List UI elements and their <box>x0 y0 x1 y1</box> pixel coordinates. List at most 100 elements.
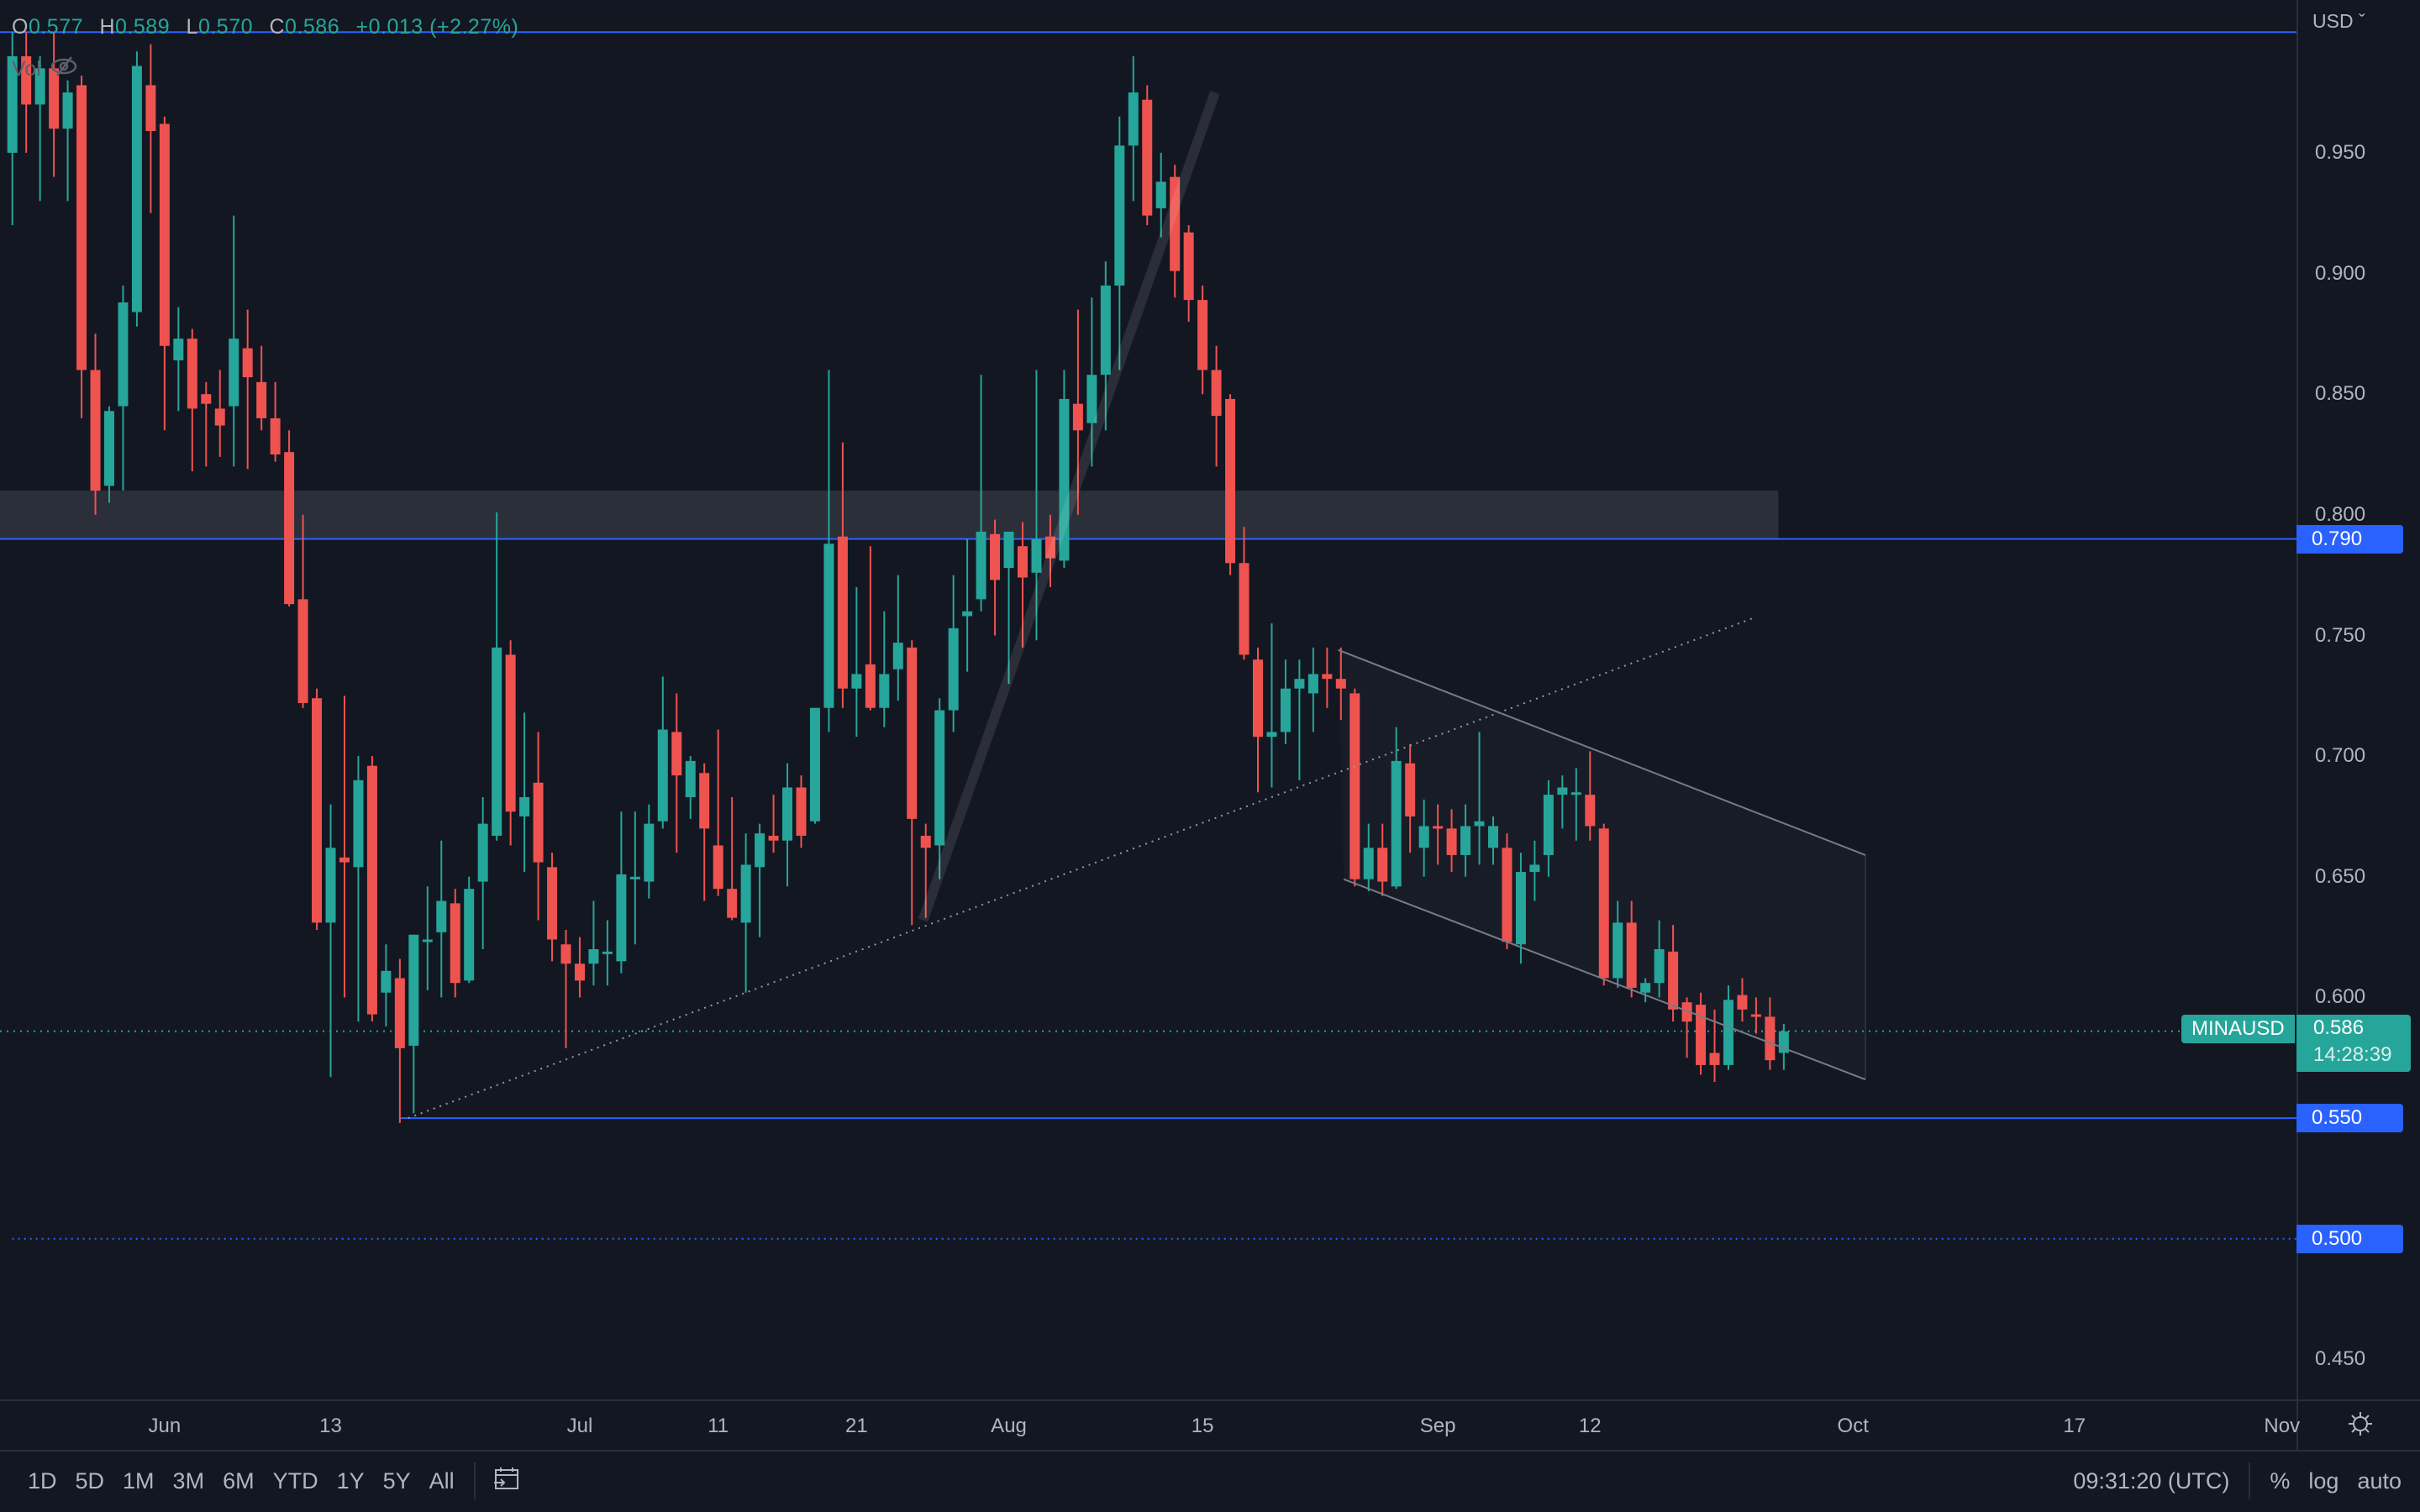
volume-indicator[interactable]: Vol <box>12 55 78 83</box>
candle-body <box>1696 1005 1707 1065</box>
range-button-1m[interactable]: 1M <box>123 1467 155 1494</box>
candle <box>1765 997 1776 1070</box>
candle-body <box>173 339 184 360</box>
candle <box>284 430 295 607</box>
time-tick: Sep <box>1419 1415 1456 1437</box>
candle-body <box>1515 872 1526 945</box>
candle <box>366 756 377 1022</box>
range-button-all[interactable]: All <box>429 1467 455 1494</box>
current-price: 0.586 <box>2313 1016 2365 1039</box>
range-button-ytd[interactable]: YTD <box>272 1467 318 1494</box>
currency-dropdown[interactable]: USD ˇ <box>2312 10 2365 33</box>
chevron-down-icon: ˇ <box>2358 10 2365 32</box>
candle <box>629 811 640 945</box>
candle-body <box>1307 674 1318 694</box>
low-label: L <box>186 15 198 39</box>
candle <box>90 333 101 515</box>
candle-body <box>242 348 253 378</box>
candle <box>1349 688 1360 887</box>
change-value: +0.013 (+2.27%) <box>355 15 519 39</box>
candle <box>560 930 571 1048</box>
candle <box>740 833 751 993</box>
candle-body <box>879 674 890 708</box>
candle <box>755 823 765 937</box>
candle-body <box>312 698 323 923</box>
range-button-1y[interactable]: 1Y <box>336 1467 365 1494</box>
impulse-line <box>918 91 1220 922</box>
log-scale-toggle[interactable]: log <box>2308 1467 2339 1494</box>
candle-body <box>49 68 60 129</box>
candle-body <box>671 732 682 776</box>
candle-body <box>1391 760 1402 887</box>
price-tick: 0.800 <box>2315 502 2366 526</box>
candle-body <box>865 664 876 708</box>
candle-body <box>1737 995 1748 1010</box>
candle <box>823 370 834 732</box>
gear-icon <box>2347 1410 2374 1441</box>
time-tick: Jul <box>566 1415 593 1437</box>
candle <box>118 285 129 491</box>
candle <box>34 55 45 202</box>
candle-body <box>1557 787 1568 795</box>
candle-body <box>1709 1053 1720 1065</box>
range-button-5d[interactable]: 5D <box>75 1467 105 1494</box>
candle <box>1170 165 1181 298</box>
chart-settings-button[interactable] <box>2296 1401 2420 1450</box>
candle <box>62 80 73 202</box>
candle-body <box>547 867 558 940</box>
candle-body <box>62 92 73 129</box>
candle <box>1128 55 1139 202</box>
candle <box>477 796 488 949</box>
open-label: O <box>12 15 29 39</box>
candle-body <box>602 951 613 954</box>
time-tick: 12 <box>1578 1415 1602 1437</box>
candle-body <box>796 787 807 836</box>
time-tick: 13 <box>319 1415 342 1437</box>
candle-body <box>118 302 129 407</box>
candle-body <box>325 848 336 923</box>
date-range-button[interactable] <box>486 1466 528 1497</box>
volume-label: Vol <box>12 57 41 81</box>
candle <box>1280 659 1291 744</box>
candle <box>325 804 336 1078</box>
range-button-6m[interactable]: 6M <box>223 1467 255 1494</box>
candle-body <box>187 339 197 409</box>
candle-body <box>1585 795 1596 827</box>
range-button-3m[interactable]: 3M <box>172 1467 205 1494</box>
candle-body <box>782 787 793 841</box>
candle-body <box>1170 176 1181 271</box>
candle-body <box>727 889 738 918</box>
candle <box>616 811 627 974</box>
candle <box>173 307 184 412</box>
candle-body <box>1225 398 1236 564</box>
range-button-1d[interactable]: 1D <box>28 1467 57 1494</box>
candle <box>450 889 460 998</box>
candle-body <box>892 643 903 669</box>
candle <box>1253 647 1263 793</box>
candle-body <box>1640 983 1651 993</box>
candle <box>353 756 364 1022</box>
price-tick: 0.450 <box>2315 1347 2366 1371</box>
candle <box>1225 394 1236 575</box>
candle-body <box>1155 181 1166 208</box>
candle <box>713 729 723 896</box>
open-value: 0.577 <box>28 15 84 39</box>
candle <box>533 732 544 921</box>
candle <box>920 823 931 918</box>
eye-slash-icon[interactable] <box>50 55 78 83</box>
price-chart[interactable] <box>0 0 2296 1399</box>
candle-body <box>948 627 959 711</box>
percent-scale-toggle[interactable]: % <box>2270 1467 2291 1494</box>
candle-body <box>934 710 945 846</box>
candle-body <box>1681 1002 1692 1022</box>
price-badge-0550: 0.550 <box>2296 1104 2403 1133</box>
range-button-5y[interactable]: 5Y <box>382 1467 411 1494</box>
candle <box>1377 823 1388 896</box>
auto-scale-toggle[interactable]: auto <box>2357 1467 2402 1494</box>
price-tick: 0.850 <box>2315 382 2366 406</box>
candle-body <box>1543 795 1554 855</box>
time-axis[interactable]: Jun 13 Jul 11 21 Aug 15 Sep 12 Oct 17 Nov <box>0 1399 2420 1452</box>
price-axis[interactable]: 0.950 0.900 0.850 0.800 0.750 0.700 0.650 0.600… <box>2296 0 2420 1399</box>
candle-body <box>76 85 87 370</box>
clock-timezone[interactable]: 09:31:20 (UTC) <box>2073 1467 2230 1494</box>
